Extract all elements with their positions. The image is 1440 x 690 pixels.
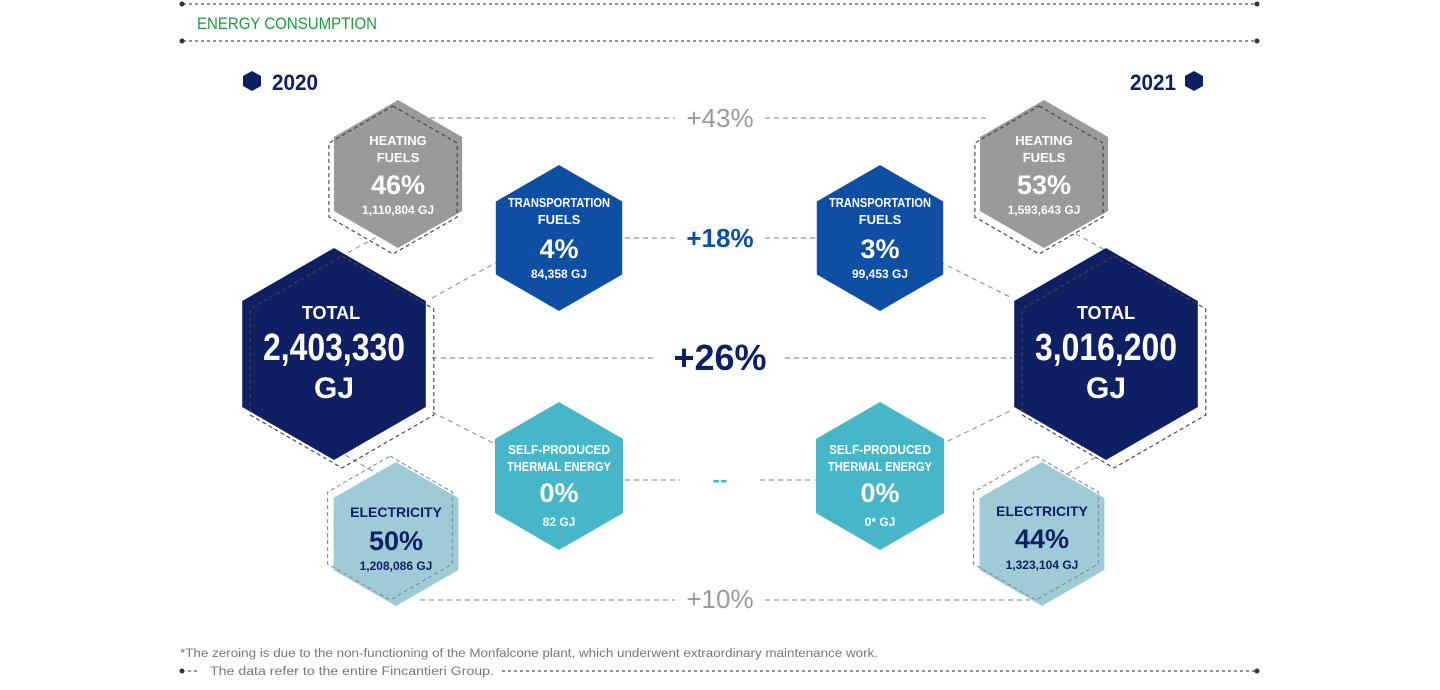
left-thermal-amount: 82 GJ bbox=[543, 515, 576, 529]
left-electricity-amount: 1,208,086 GJ bbox=[360, 559, 433, 573]
left-total-hexagon-fill bbox=[242, 248, 426, 460]
right-electricity-hexagon bbox=[973, 455, 1105, 606]
left-thermal-label-2: THERMAL ENERGY bbox=[507, 459, 611, 474]
left-total-hexagon-outline bbox=[249, 255, 435, 469]
right-electricity-hexagon-fill bbox=[979, 462, 1105, 606]
right-transport-label-1: TRANSPORTATION bbox=[829, 195, 931, 210]
right-transport-fuels-hexagon-fill bbox=[816, 165, 944, 311]
right-transport-fuels-hexagon bbox=[816, 165, 944, 311]
right-heating-fuels-hexagon bbox=[974, 100, 1109, 255]
change-heating: +43% bbox=[686, 103, 753, 133]
right-transport-percent: 3% bbox=[860, 234, 899, 264]
right-thermal-label-1: SELF-PRODUCED bbox=[829, 442, 931, 457]
left-transport-label-1: TRANSPORTATION bbox=[508, 195, 610, 210]
left-total-text: TOTAL 2,403,330 GJ bbox=[263, 303, 405, 405]
right-heating-percent: 53% bbox=[1017, 170, 1071, 200]
right-heating-fuels-text: HEATING FUELS 53% 1,593,643 GJ bbox=[1008, 133, 1081, 217]
change-thermal: -- bbox=[713, 467, 728, 492]
right-total-unit: GJ bbox=[1086, 372, 1126, 405]
right-thermal-amount: 0* GJ bbox=[865, 515, 896, 529]
right-thermal-energy-text: SELF-PRODUCED THERMAL ENERGY 0% 0* GJ bbox=[828, 442, 932, 529]
right-transport-label-2: FUELS bbox=[859, 212, 902, 227]
left-heating-fuels-hexagon-fill bbox=[333, 100, 463, 248]
right-total-hexagon-outline bbox=[1021, 255, 1207, 469]
left-thermal-label-1: SELF-PRODUCED bbox=[508, 442, 610, 457]
right-transport-amount: 99,453 GJ bbox=[852, 267, 908, 281]
year-right-label: 2021 bbox=[1130, 70, 1176, 95]
left-total-label: TOTAL bbox=[302, 303, 360, 323]
change-total: +26% bbox=[673, 337, 766, 378]
left-total-unit: GJ bbox=[314, 372, 354, 405]
left-electricity-hexagon-outline bbox=[327, 455, 453, 601]
right-transport-fuels-text: TRANSPORTATION FUELS 3% 99,453 GJ bbox=[829, 195, 931, 281]
left-thermal-energy-text: SELF-PRODUCED THERMAL ENERGY 0% 82 GJ bbox=[507, 442, 611, 529]
left-heating-amount: 1,110,804 GJ bbox=[362, 203, 434, 217]
left-transport-percent: 4% bbox=[539, 234, 578, 264]
footer-note: The data refer to the entire Fincantieri… bbox=[210, 666, 494, 678]
right-thermal-percent: 0% bbox=[860, 478, 899, 508]
right-heating-fuels-hexagon-fill bbox=[979, 100, 1109, 248]
left-transport-fuels-hexagon bbox=[495, 165, 623, 311]
change-labels: +43% +18% +26% -- +10% bbox=[673, 103, 766, 614]
right-electricity-percent: 44% bbox=[1015, 524, 1069, 554]
right-heating-label-1: HEATING bbox=[1015, 133, 1073, 148]
right-thermal-label-2: THERMAL ENERGY bbox=[828, 459, 932, 474]
left-heating-fuels-hexagon bbox=[328, 100, 463, 255]
right-total-hexagon-fill bbox=[1014, 248, 1198, 460]
left-thermal-energy-hexagon bbox=[494, 402, 624, 550]
left-thermal-percent: 0% bbox=[539, 478, 578, 508]
left-electricity-label: ELECTRICITY bbox=[350, 504, 442, 520]
left-transport-fuels-hexagon-fill bbox=[495, 165, 623, 311]
year-left-hexagon-icon bbox=[243, 71, 261, 91]
left-heating-fuels-text: HEATING FUELS 46% 1,110,804 GJ bbox=[362, 133, 434, 217]
right-thermal-energy-hexagon bbox=[815, 402, 945, 550]
hexagon-layer bbox=[242, 100, 1207, 606]
right-electricity-label: ELECTRICITY bbox=[996, 503, 1088, 519]
change-electricity: +10% bbox=[686, 584, 753, 614]
right-total-text: TOTAL 3,016,200 GJ bbox=[1035, 303, 1177, 405]
left-transport-fuels-text: TRANSPORTATION FUELS 4% 84,358 GJ bbox=[508, 195, 610, 281]
left-heating-label-1: HEATING bbox=[369, 133, 427, 148]
left-transport-label-2: FUELS bbox=[538, 212, 581, 227]
right-heating-label-2: FUELS bbox=[1023, 150, 1066, 165]
header-rules bbox=[179, 1, 1260, 44]
left-heating-percent: 46% bbox=[371, 170, 425, 200]
left-electricity-percent: 50% bbox=[369, 526, 423, 556]
right-total-value: 3,016,200 bbox=[1035, 327, 1177, 369]
right-electricity-text: ELECTRICITY 44% 1,323,104 GJ bbox=[996, 503, 1088, 572]
right-total-hexagon bbox=[1014, 248, 1207, 469]
right-heating-amount: 1,593,643 GJ bbox=[1008, 203, 1081, 217]
left-total-hexagon bbox=[242, 248, 435, 469]
left-heating-label-2: FUELS bbox=[377, 150, 420, 165]
change-transport: +18% bbox=[686, 223, 753, 253]
year-left-label: 2020 bbox=[272, 70, 318, 95]
left-electricity-hexagon-fill bbox=[333, 462, 459, 606]
footer-rule bbox=[179, 668, 1260, 674]
left-electricity-hexagon bbox=[327, 455, 459, 606]
right-electricity-amount: 1,323,104 GJ bbox=[1006, 558, 1079, 572]
left-total-value: 2,403,330 bbox=[263, 327, 405, 369]
year-right-hexagon-icon bbox=[1185, 71, 1203, 91]
left-electricity-text: ELECTRICITY 50% 1,208,086 GJ bbox=[350, 504, 442, 573]
left-transport-amount: 84,358 GJ bbox=[531, 267, 587, 281]
right-electricity-hexagon-outline bbox=[973, 455, 1099, 601]
left-thermal-energy-hexagon-fill bbox=[494, 402, 624, 550]
right-thermal-energy-hexagon-fill bbox=[815, 402, 945, 550]
footnote: *The zeroing is due to the non-functioni… bbox=[180, 648, 878, 660]
page-title: ENERGY CONSUMPTION bbox=[197, 14, 377, 33]
right-total-label: TOTAL bbox=[1077, 303, 1135, 323]
